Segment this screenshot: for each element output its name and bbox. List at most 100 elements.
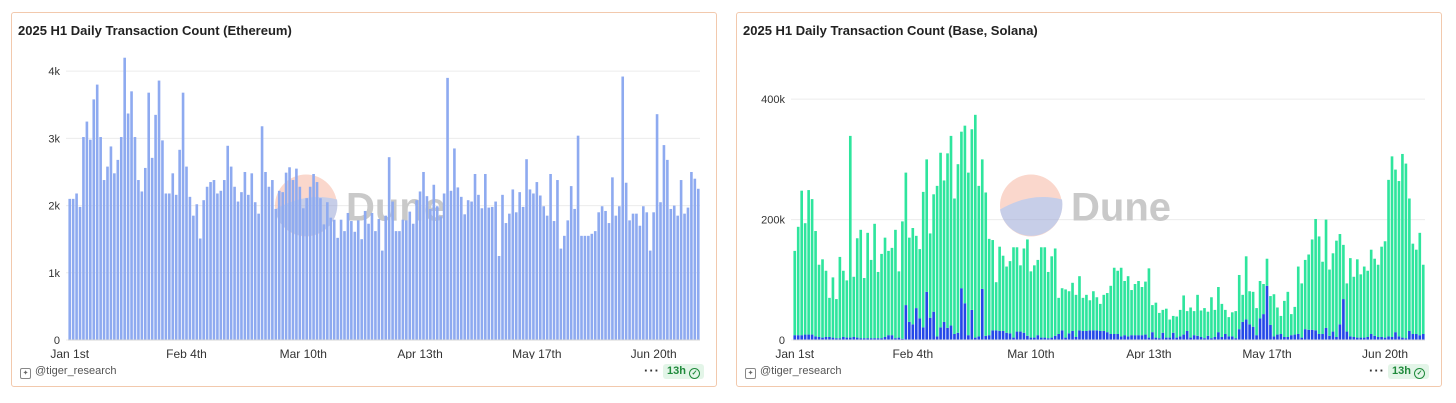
bar-solana[interactable] (1015, 331, 1019, 340)
bar-solana[interactable] (880, 338, 883, 340)
bar-solana[interactable] (1067, 333, 1071, 340)
bar-base[interactable] (1366, 270, 1370, 337)
bar-solana[interactable] (960, 288, 963, 340)
bar-ethereum[interactable] (315, 182, 319, 340)
bar-base[interactable] (1133, 284, 1137, 336)
bar-base[interactable] (810, 199, 814, 335)
bar-solana[interactable] (869, 338, 873, 340)
bar-base[interactable] (1224, 309, 1227, 334)
bar-base[interactable] (1033, 265, 1036, 338)
bar-solana[interactable] (873, 338, 876, 340)
bar-ethereum[interactable] (92, 99, 96, 340)
bar-solana[interactable] (883, 336, 887, 340)
bar-ethereum[interactable] (494, 201, 497, 340)
bar-base[interactable] (828, 297, 831, 337)
bar-base[interactable] (1102, 294, 1106, 331)
bar-solana[interactable] (1234, 338, 1238, 340)
bar-base[interactable] (1213, 309, 1217, 337)
bar-ethereum[interactable] (676, 215, 679, 340)
bar-base[interactable] (1355, 259, 1359, 338)
bar-ethereum[interactable] (71, 198, 75, 340)
bar-ethereum[interactable] (271, 180, 274, 340)
bar-ethereum[interactable] (102, 180, 106, 340)
bar-solana[interactable] (1001, 330, 1005, 340)
bar-solana[interactable] (1064, 337, 1067, 340)
bar-solana[interactable] (1241, 321, 1245, 340)
bar-solana[interactable] (835, 338, 838, 340)
bar-solana[interactable] (1189, 337, 1192, 340)
bar-solana[interactable] (1251, 326, 1255, 340)
bar-solana[interactable] (1321, 333, 1324, 340)
bar-base[interactable] (1258, 281, 1262, 319)
bar-ethereum[interactable] (226, 145, 230, 340)
bar-solana[interactable] (1404, 338, 1408, 340)
bar-solana[interactable] (949, 325, 953, 340)
bar-ethereum[interactable] (181, 92, 185, 340)
bar-base[interactable] (1307, 254, 1310, 330)
bar-base[interactable] (1394, 169, 1397, 333)
bar-ethereum[interactable] (514, 212, 518, 340)
bar-base[interactable] (921, 191, 925, 328)
bar-base[interactable] (1050, 256, 1054, 338)
bar-solana[interactable] (1411, 333, 1415, 340)
bar-ethereum[interactable] (411, 223, 415, 340)
bar-solana[interactable] (848, 337, 852, 340)
bar-base[interactable] (1255, 308, 1258, 336)
bar-ethereum[interactable] (243, 171, 247, 340)
bar-ethereum[interactable] (171, 173, 175, 340)
bar-solana[interactable] (1272, 336, 1276, 340)
bar-base[interactable] (994, 282, 998, 331)
bar-ethereum[interactable] (583, 235, 587, 340)
bar-solana[interactable] (1182, 334, 1185, 340)
bar-base[interactable] (1036, 259, 1040, 336)
bar-solana[interactable] (817, 336, 821, 340)
bar-base[interactable] (890, 247, 894, 336)
bar-base[interactable] (1272, 294, 1276, 337)
bar-ethereum[interactable] (696, 188, 700, 340)
bar-solana[interactable] (1230, 336, 1234, 340)
bar-base[interactable] (1116, 270, 1119, 334)
bar-base[interactable] (1154, 302, 1158, 338)
bar-solana[interactable] (1161, 332, 1165, 340)
bar-base[interactable] (800, 190, 803, 336)
bar-ethereum[interactable] (504, 223, 508, 340)
bar-solana[interactable] (1081, 330, 1085, 340)
bar-solana[interactable] (904, 305, 908, 340)
bar-ethereum[interactable] (343, 231, 346, 340)
bar-base[interactable] (1064, 289, 1067, 338)
bar-ethereum[interactable] (157, 80, 161, 340)
bar-base[interactable] (908, 237, 911, 322)
bar-base[interactable] (925, 159, 929, 292)
bar-solana[interactable] (963, 303, 967, 340)
bar-base[interactable] (984, 192, 988, 336)
bar-solana[interactable] (973, 337, 977, 340)
bar-solana[interactable] (887, 335, 890, 340)
bar-ethereum[interactable] (332, 219, 336, 340)
bar-ethereum[interactable] (85, 121, 89, 340)
bar-base[interactable] (1276, 307, 1279, 335)
bar-ethereum[interactable] (384, 215, 388, 340)
bar-solana[interactable] (828, 336, 831, 340)
bar-solana[interactable] (908, 321, 911, 340)
bar-solana[interactable] (1005, 332, 1008, 340)
bar-ethereum[interactable] (281, 192, 284, 340)
bar-solana[interactable] (862, 338, 866, 340)
bar-base[interactable] (1151, 305, 1154, 333)
bar-base[interactable] (1060, 288, 1064, 331)
bar-ethereum[interactable] (267, 186, 271, 340)
bar-base[interactable] (1380, 246, 1383, 337)
bar-ethereum[interactable] (593, 231, 597, 340)
bar-ethereum[interactable] (78, 206, 82, 340)
bar-solana[interactable] (977, 336, 981, 340)
bar-ethereum[interactable] (484, 173, 487, 340)
bar-solana[interactable] (1373, 335, 1376, 340)
bar-base[interactable] (1244, 256, 1248, 320)
bar-base[interactable] (1408, 198, 1411, 331)
bar-ethereum[interactable] (119, 137, 123, 340)
bar-base[interactable] (793, 250, 797, 336)
bar-ethereum[interactable] (429, 208, 432, 340)
bar-base[interactable] (1022, 248, 1026, 333)
bar-solana[interactable] (824, 336, 828, 340)
bar-ethereum[interactable] (168, 193, 171, 340)
bar-solana[interactable] (1133, 335, 1137, 340)
